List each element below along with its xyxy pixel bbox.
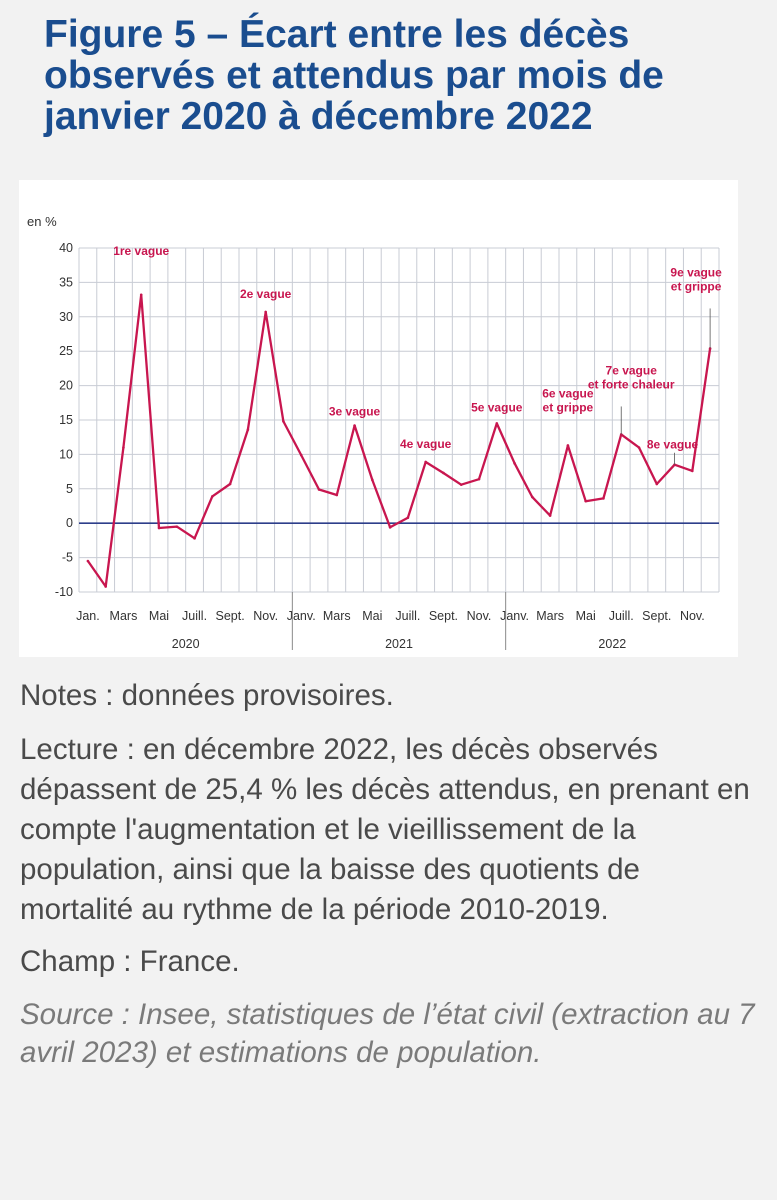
x-tick-label: Juill. <box>395 609 420 623</box>
y-tick-label: 10 <box>59 447 73 461</box>
notes-provisional: Notes : données provisoires. <box>20 679 394 712</box>
y-tick-label: 20 <box>59 379 73 393</box>
year-label: 2020 <box>172 637 200 651</box>
notes-reading: Lecture : en décembre 2022, les décès ob… <box>20 733 750 926</box>
data-point <box>353 424 356 427</box>
y-unit-label: en % <box>27 214 57 229</box>
y-tick-label: 0 <box>66 516 73 530</box>
x-tick-label: Sept. <box>429 609 458 623</box>
y-tick-label: 5 <box>66 482 73 496</box>
notes-scope: Champ : France. <box>20 945 240 978</box>
data-point <box>157 526 161 530</box>
x-tick-label: Juill. <box>182 609 207 623</box>
y-tick-label: 15 <box>59 413 73 427</box>
annotation-label: 1re vague <box>113 244 169 258</box>
y-tick-label: -10 <box>55 585 73 599</box>
notes-source: Source : Insee, statistiques de l’état c… <box>20 998 755 1069</box>
data-point <box>317 488 321 491</box>
y-tick-label: -5 <box>62 551 73 565</box>
annotation-label: 3e vague <box>329 405 381 419</box>
data-point <box>122 446 125 449</box>
data-point <box>691 469 694 473</box>
data-point <box>104 585 107 588</box>
data-point <box>246 428 250 431</box>
x-tick-label: Mars <box>323 609 351 623</box>
data-point <box>424 460 427 464</box>
data-point <box>335 493 339 497</box>
x-tick-label: Juill. <box>609 609 634 623</box>
y-tick-label: 30 <box>59 310 73 324</box>
data-point <box>655 482 659 486</box>
annotation-label: et grippe <box>671 279 722 293</box>
x-tick-label: Mars <box>110 609 138 623</box>
x-tick-label: Sept. <box>216 609 245 623</box>
annotation-label: 7e vague <box>606 363 658 377</box>
x-tick-label: Nov. <box>253 609 278 623</box>
data-point <box>264 310 267 314</box>
data-point <box>299 453 303 457</box>
data-point <box>531 495 534 499</box>
data-series-line <box>86 293 712 588</box>
data-point <box>459 483 463 486</box>
data-point <box>637 446 641 449</box>
data-point <box>211 495 214 498</box>
x-tick-label: Mai <box>576 609 596 623</box>
x-tick-label: Sept. <box>642 609 671 623</box>
data-point <box>175 525 179 528</box>
annotation-label: et forte chaleur <box>588 377 675 391</box>
year-label: 2021 <box>385 637 413 651</box>
notes-section: Notes : données provisoires. Lecture : e… <box>20 676 755 1086</box>
x-tick-label: Mai <box>362 609 382 623</box>
data-point <box>566 444 570 447</box>
data-point <box>406 516 410 519</box>
x-tick-label: Nov. <box>680 609 705 623</box>
x-tick-label: Janv. <box>287 609 316 623</box>
x-tick-label: Mars <box>536 609 564 623</box>
annotation-label: 8e vague <box>647 438 699 452</box>
data-point <box>193 537 196 540</box>
annotation-label: 2e vague <box>240 287 292 301</box>
chart-panel: -10 -5 0 5 10 15 20 25 30 35 40 en % Jan. Mars Mai Juil… <box>19 180 738 657</box>
data-point <box>388 526 392 529</box>
data-point <box>513 462 516 465</box>
year-label: 2022 <box>598 637 626 651</box>
data-point <box>548 514 552 517</box>
x-tick-label: Janv. <box>500 609 529 623</box>
x-tick-label: Mai <box>149 609 169 623</box>
x-tick-label: Nov. <box>467 609 492 623</box>
data-point <box>228 482 232 486</box>
annotation-label: et grippe <box>543 400 594 414</box>
x-tick-label: Jan. <box>76 609 100 623</box>
data-point <box>371 478 374 482</box>
y-tick-label: 35 <box>59 275 73 289</box>
data-point <box>282 420 285 423</box>
annotation-label: 9e vague <box>670 265 722 279</box>
data-point <box>477 477 481 481</box>
data-point <box>673 463 676 467</box>
data-point <box>139 293 143 297</box>
data-point <box>602 497 605 500</box>
annotation-label: 4e vague <box>400 437 452 451</box>
figure-title: Figure 5 – Écart entre les décès observé… <box>44 13 664 138</box>
annotation-label: 6e vague <box>542 386 594 400</box>
y-tick-label: 40 <box>59 241 73 255</box>
data-point <box>442 471 445 475</box>
data-point <box>86 559 90 563</box>
y-tick-label: 25 <box>59 344 73 358</box>
annotation-label: 5e vague <box>471 400 523 414</box>
data-point <box>584 499 587 503</box>
data-point <box>495 422 499 425</box>
